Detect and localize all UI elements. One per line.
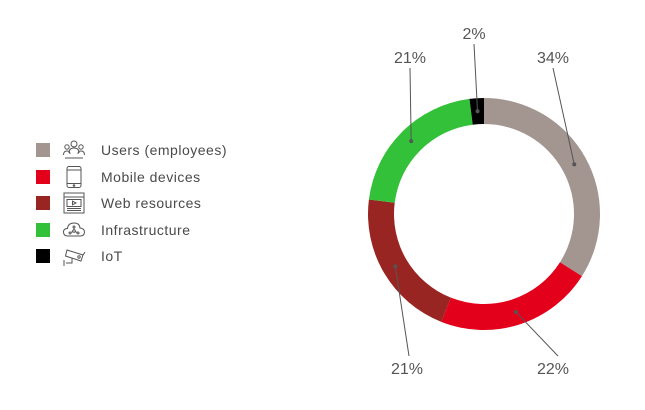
legend-swatch: [36, 222, 50, 237]
legend-swatch: [36, 249, 50, 264]
legend-swatch: [36, 196, 50, 211]
leader-dot-iot: [475, 109, 480, 114]
leader-line-iot: [473, 43, 479, 112]
leader-dot-users: [572, 162, 577, 167]
cloud-network-icon: [62, 222, 86, 237]
data-label-mobile: 22%: [537, 361, 569, 378]
leader-line-infrastructure: [409, 67, 412, 142]
legend-item-iot: IoT: [36, 243, 266, 270]
web-browser-icon: [63, 192, 85, 214]
mobile-device-icon: [66, 165, 82, 188]
legend-item-mobile: Mobile devices: [36, 164, 266, 191]
leader-dot-mobile: [513, 309, 518, 314]
legend-label: Mobile devices: [101, 168, 201, 185]
leader-line-users: [552, 67, 575, 165]
legend-item-infrastructure: Infrastructure: [36, 217, 266, 244]
leader-dot-web: [393, 264, 398, 269]
users-icon: [63, 140, 85, 159]
data-label-infrastructure: 21%: [394, 50, 426, 67]
slice-infrastructure: [368, 98, 473, 203]
data-label-web: 21%: [391, 361, 423, 378]
security-camera-icon: [63, 249, 86, 267]
legend-item-web: Web resources: [36, 190, 266, 217]
legend-swatch: [36, 143, 50, 158]
legend-label: IoT: [101, 248, 123, 265]
legend-label: Users (employees): [101, 142, 227, 159]
leader-line-mobile: [515, 311, 559, 357]
chart-legend: Users (employees) Mobile devices: [36, 137, 266, 270]
legend-label: Web resources: [101, 195, 202, 212]
legend-swatch: [36, 169, 50, 184]
data-label-users: 34%: [537, 50, 569, 67]
slice-mobile: [441, 262, 582, 330]
data-label-iot: 2%: [462, 26, 485, 43]
leader-line-web: [394, 266, 410, 357]
slice-users: [484, 98, 600, 277]
leader-dot-infrastructure: [409, 139, 414, 144]
legend-label: Infrastructure: [101, 221, 191, 238]
slice-web: [367, 199, 451, 322]
legend-item-users: Users (employees): [36, 137, 266, 164]
